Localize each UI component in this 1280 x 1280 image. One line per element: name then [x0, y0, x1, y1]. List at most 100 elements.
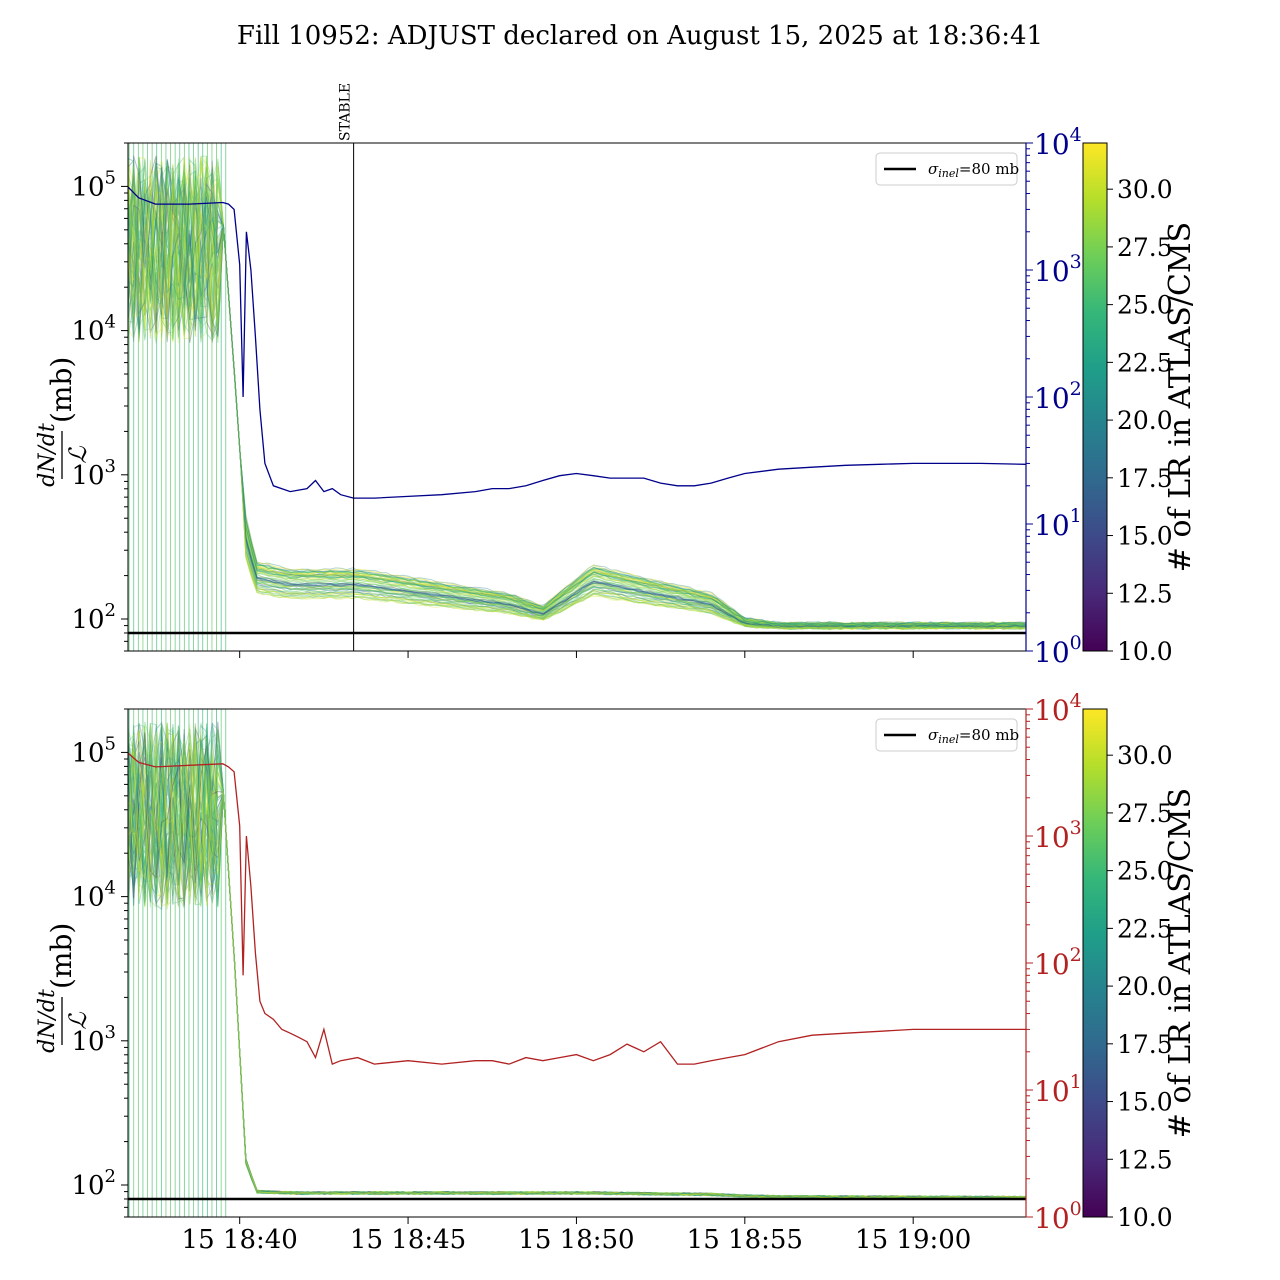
bunch-trace	[128, 168, 1026, 625]
bunch-trace	[128, 724, 1026, 1199]
bunch-trace	[128, 162, 1026, 630]
bunch-trace	[128, 158, 1026, 630]
colorbar-tick-label: 27.5	[1117, 799, 1173, 828]
bunch-trace	[128, 724, 1026, 1199]
bunch-trace	[128, 724, 1026, 1199]
bunch-trace	[128, 738, 1026, 1199]
bunch-trace	[128, 155, 1026, 628]
bunch-trace	[128, 157, 1026, 626]
right-tick-label: 100	[1034, 632, 1082, 669]
bunch-trace	[128, 721, 1026, 1199]
right-axis-series-line	[128, 186, 1026, 499]
bunch-trace	[128, 177, 1026, 627]
bunch-trace	[128, 178, 1026, 626]
bunch-trace	[128, 728, 1026, 1199]
bunch-trace	[128, 167, 1026, 626]
bunch-trace	[128, 734, 1026, 1199]
bunch-trace	[128, 177, 1026, 629]
bunch-trace	[128, 733, 1026, 1199]
bunch-trace	[128, 725, 1026, 1199]
colorbar-tick-label: 22.5	[1117, 348, 1173, 377]
colorbar-label: # of LR in ATLAS/CMS	[1163, 222, 1198, 572]
bunch-trace	[128, 162, 1026, 627]
bunch-trace	[128, 157, 1026, 629]
bunch-trace	[128, 173, 1026, 629]
bunch-trace	[128, 730, 1026, 1199]
right-tick-label: 102	[1034, 378, 1082, 415]
bunch-trace	[128, 166, 1026, 629]
right-tick-label: 101	[1034, 505, 1082, 542]
colorbar-tick-label: 30.0	[1117, 175, 1173, 204]
colorbar: 10.0 12.5 15.0 17.5 20.0 22.5 25.0 27.5 30.0 # of…	[1082, 142, 1198, 666]
bunch-trace	[128, 166, 1026, 631]
left-axis-label: dN/dt ℒ (mb)	[35, 357, 92, 487]
left-axis-label-denominator: ℒ	[64, 446, 92, 464]
left-axis-label-numerator: dN/dt	[35, 423, 60, 487]
bunch-trace	[128, 156, 1026, 626]
right-tick-label: 101	[1034, 1071, 1082, 1108]
legend: σinel=80 mb	[875, 718, 1019, 752]
left-tick-label: 105	[71, 733, 116, 768]
bunch-trace	[128, 726, 1026, 1199]
legend-box	[875, 152, 1018, 186]
left-axis-label-numerator: dN/dt	[35, 989, 60, 1053]
colorbar-label: # of LR in ATLAS/CMS	[1163, 788, 1198, 1138]
bunch-trace	[128, 727, 1026, 1199]
left-tick-label: 103	[71, 456, 116, 491]
bunch-trace	[128, 739, 1026, 1199]
left-tick-label: 102	[71, 1166, 116, 1201]
bunch-trace	[128, 723, 1026, 1199]
bunch-trace	[128, 722, 1026, 1199]
bunch-trace	[128, 155, 1026, 626]
right-tick-label: 103	[1034, 817, 1082, 854]
panel-bottom: 102 103 104 105 100 101 102 103 104 15 18:40 15 18…	[35, 690, 1198, 1255]
bunch-trace	[128, 741, 1026, 1199]
bunch-trace	[128, 721, 1026, 1199]
colorbar-tick-label: 25.0	[1117, 857, 1173, 886]
right-tick-label: 100	[1034, 1198, 1082, 1235]
bunch-trace	[128, 725, 1026, 1199]
bunch-trace	[128, 725, 1026, 1199]
bunch-trace	[128, 722, 1026, 1199]
bunch-trace	[128, 750, 1026, 1199]
bunch-trace	[128, 164, 1026, 627]
legend-label: σinel=80 mb	[928, 160, 1019, 180]
bunch-trace	[128, 172, 1026, 630]
bunch-trace	[128, 733, 1026, 1199]
bunch-trace	[128, 729, 1026, 1199]
bunch-trace	[128, 177, 1026, 625]
bunch-trace	[128, 198, 1026, 627]
bunch-trace	[128, 158, 1026, 627]
bunch-trace	[128, 158, 1026, 625]
right-tick-label: 103	[1034, 251, 1082, 288]
bunch-trace	[128, 737, 1026, 1199]
bunch-trace	[128, 732, 1026, 1199]
bunch-trace	[128, 160, 1026, 626]
bunch-trace	[128, 160, 1026, 628]
bunch-trace	[128, 732, 1026, 1199]
bunch-trace	[128, 156, 1026, 628]
plot-frame	[127, 708, 1027, 1218]
bunch-trace	[128, 734, 1026, 1199]
right-axis-series-line	[128, 752, 1026, 1065]
legend-label: σinel=80 mb	[928, 726, 1019, 746]
bunch-trace	[128, 724, 1026, 1199]
bunch-trace	[128, 742, 1026, 1199]
left-tick-label: 104	[71, 878, 116, 913]
bunch-trace	[128, 165, 1026, 628]
bunch-trace	[128, 157, 1026, 629]
colorbar-tick-label: 22.5	[1117, 914, 1173, 943]
colorbar-tick-label: 15.0	[1117, 522, 1173, 551]
bunch-trace	[128, 723, 1026, 1199]
bunch-trace	[128, 723, 1026, 1199]
bunch-trace	[128, 724, 1026, 1199]
colorbar-gradient	[1082, 708, 1108, 1218]
bunch-trace	[128, 155, 1026, 628]
bunch-trace	[128, 160, 1026, 627]
bunch-trace	[128, 723, 1026, 1199]
right-tick-label: 104	[1034, 124, 1082, 161]
bunch-trace	[128, 159, 1026, 629]
colorbar-tick-label: 10.0	[1117, 1203, 1173, 1232]
bunch-trace	[128, 158, 1026, 628]
